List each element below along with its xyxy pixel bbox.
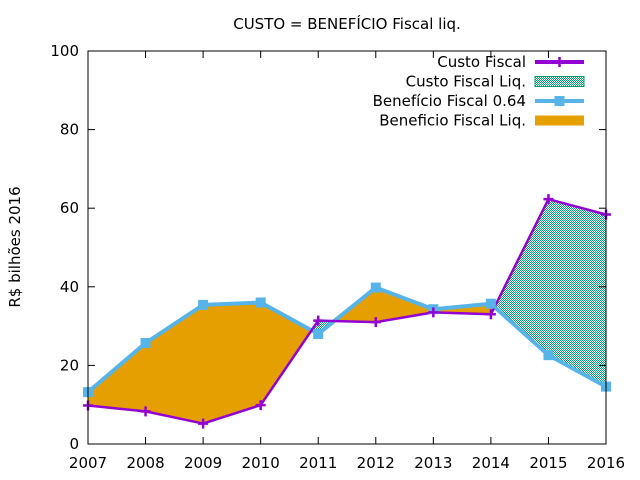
x-tick-label: 2015 [529, 454, 567, 472]
legend: Custo Fiscal Custo Fiscal Liq.Benefício F… [373, 53, 585, 130]
beneficio-point [313, 328, 324, 339]
custo-point [543, 194, 554, 205]
legend-label: Custo Fiscal [437, 53, 526, 71]
custo-liq-area [494, 199, 606, 387]
chart-title: CUSTO = BENEFÍCIO Fiscal liq. [233, 14, 461, 33]
legend-label: Custo Fiscal Liq. [406, 73, 526, 91]
y-tick-label: 20 [60, 356, 79, 374]
custo-point [428, 307, 439, 318]
beneficio-point [370, 282, 381, 293]
custo-point [313, 315, 324, 326]
y-tick-label: 80 [60, 121, 79, 139]
beneficio-liq-area [88, 302, 312, 424]
x-tick-label: 2013 [414, 454, 452, 472]
legend-swatch-custo-liq [534, 76, 585, 87]
beneficio-point [198, 299, 209, 310]
beneficio-point [255, 297, 266, 308]
legend-label: Benefício Fiscal 0.64 [373, 92, 526, 110]
legend-label: Beneficio Fiscal Liq. [379, 112, 526, 130]
series-lines [86, 197, 607, 425]
x-tick-label: 2009 [184, 454, 222, 472]
custo-point [370, 317, 381, 328]
beneficio-point [543, 350, 554, 361]
legend-marker-custo [554, 57, 565, 67]
beneficio-line [86, 285, 607, 394]
beneficio-point [140, 337, 151, 348]
x-tick-label: 2008 [126, 454, 164, 472]
beneficio-point [485, 298, 496, 309]
y-tick-label: 100 [50, 42, 79, 60]
net-fill-areas [88, 199, 606, 424]
custo-line [87, 197, 607, 425]
legend-swatch-beneficio-liq [535, 115, 584, 126]
plot-frame [87, 50, 607, 445]
y-tick-label: 40 [60, 278, 79, 296]
legend-marker-beneficio [554, 96, 565, 106]
custo-point [198, 418, 209, 429]
beneficio-liq-area [334, 287, 495, 323]
custo-point [140, 406, 151, 417]
x-tick-label: 2007 [69, 454, 107, 472]
y-axis-title: R$ bilhões 2016 [6, 186, 24, 307]
y-tick-label: 0 [69, 435, 79, 453]
axes: 0 20 40 60 80 100 2007 2008 2009 2010 2011 2012 2013… [50, 42, 625, 472]
x-tick-label: 2016 [587, 454, 625, 472]
y-tick-label: 60 [60, 199, 79, 217]
x-tick-label: 2011 [299, 454, 337, 472]
x-tick-label: 2010 [242, 454, 280, 472]
x-tick-label: 2014 [472, 454, 510, 472]
custo-point [255, 400, 266, 411]
custo-point [485, 309, 496, 320]
x-tick-label: 2012 [357, 454, 395, 472]
